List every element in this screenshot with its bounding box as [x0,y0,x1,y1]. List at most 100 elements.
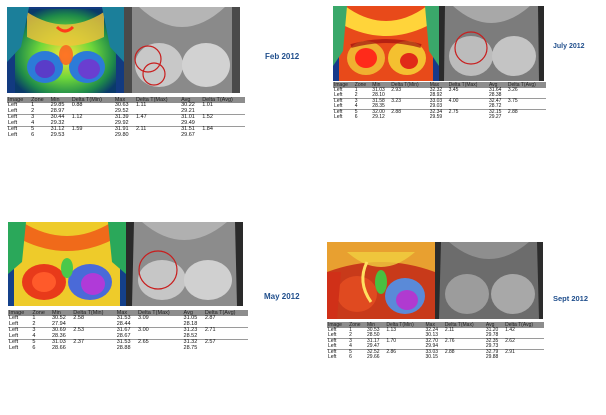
table-cell: 32.34 [429,109,443,115]
table-cell: 31.91 [114,126,129,132]
grayscale-image [124,7,240,93]
table-cell: 2.87 [204,315,216,321]
table-cell: 28.18 [182,321,204,328]
table-cell: 2.11 [444,327,455,333]
table-row: Left 6 28.66 28.88 28.75 [8,345,248,352]
thermal-image [327,242,435,319]
table-cell: 3 [349,338,352,344]
table-header-row: Image Zone Min Delta T(Min) Max Delta T(Max) A… [7,97,245,103]
table-cell: Left [328,338,337,344]
table-cell [385,344,425,350]
table-cell: 31.32 [183,339,198,345]
temperature-table: Image Zone Min Delta T(Min) Max Delta T(Max) A… [327,322,544,360]
table-cell [137,333,183,340]
table-cell: Left [8,126,18,132]
table-row: Left 6 29.12 29.59 29.27 [333,115,546,120]
table-cell: 29.78 [484,333,505,339]
table-cell: 2.88 [507,109,518,115]
table-row: Left 5 32.00 2.88 32.34 2.75 32.15 2.88 [333,110,546,116]
table-cell: 3.26 [507,87,518,93]
column-header: Delta T(Min) [70,97,114,103]
table-cell: 2.88 [444,349,455,355]
table-cell: 28.10 [371,93,391,99]
column-header: Delta T(Max) [134,97,181,103]
table-cell: 1.84 [202,126,213,132]
table-cell: 29.88 [485,354,499,360]
table-row: Left 3 31.58 3.23 33.03 4.00 32.47 3.75 [333,99,546,105]
table-cell [134,120,181,127]
table-row: Left 3 31.17 1.70 32.70 2.76 32.35 2.62 [327,339,544,345]
table-cell: Left [8,102,18,108]
table-cell: 29.27 [488,114,502,120]
table-cell [504,333,544,339]
table-cell: Left [9,339,19,345]
table-cell [72,346,115,352]
table-cell: Left [9,315,19,321]
table-cell: 31.51 [181,126,195,132]
table-cell: 2.91 [505,349,515,355]
table-cell: Left [9,327,19,333]
table-cell [444,355,485,360]
image-pair [333,6,544,81]
table-cell: Left [334,87,343,93]
table-cell: 3.23 [391,98,401,104]
image-pair [7,7,240,93]
table-cell: Left [328,349,337,355]
table-cell: 29.03 [428,104,448,110]
table-cell: 31.12 [50,126,65,132]
table-row: Left 1 31.03 2.93 32.32 3.45 31.64 3.26 [333,88,546,93]
table-cell: 29.80 [114,131,129,138]
table-row: Left 3 30.69 2.53 31.67 3.00 31.23 2.71 [8,327,248,334]
table-cell [448,115,488,120]
table-cell: 2.62 [505,338,515,344]
column-header: Delta T(Avg) [504,322,544,328]
table-row: Left 2 28.50 30.13 29.78 [327,333,544,339]
table-cell [203,321,248,328]
table-cell: 4 [353,104,372,110]
table-cell: 29.49 [180,120,202,127]
table-cell: 1 [349,327,352,333]
table-row: Left 4 29.47 29.94 29.73 [327,344,544,350]
table-cell: Left [8,321,32,328]
table-row: Left 6 29.66 30.15 29.88 [327,355,544,360]
table-cell: Left [7,120,31,127]
table-cell: 30.22 [181,102,195,108]
table-cell: 31.39 [114,114,129,120]
table-cell [390,93,429,99]
table-cell: Left [8,114,18,120]
table-cell [390,104,429,110]
table-header-row: Image Zone Min Delta T(Min) Max Delta T(Max) A… [333,82,546,88]
table-row: Left 2 28.97 29.52 29.21 [7,108,245,115]
table-cell: 29.21 [180,108,202,115]
table-cell: 31.03 [372,87,385,93]
table-row: Left 4 28.35 29.03 28.72 [333,104,546,110]
table-cell: 29.73 [484,344,505,350]
table-cell: 31.20 [485,327,499,333]
table-cell: 5 [31,126,35,132]
table-cell: 31.53 [116,315,131,321]
table-cell [506,93,546,99]
table-row: Left 5 32.52 2.86 33.03 2.88 32.79 2.91 [327,350,544,356]
column-header: Avg [487,82,507,88]
table-cell: 31.58 [372,98,385,104]
table-cell [447,93,488,99]
image-pair [8,222,243,306]
table-cell: 29.52 [113,108,135,115]
table-cell: Left [334,114,343,120]
table-cell: 27.94 [51,321,73,328]
table-cell: 32.52 [367,349,380,355]
table-cell [203,333,248,340]
table-cell: Left [8,333,32,340]
table-cell: 2 [348,333,367,339]
table-cell: 31.01 [181,114,195,120]
table-cell [201,120,245,127]
table-cell: 32.15 [488,109,502,115]
column-header: Image [8,310,32,316]
report-date: Sept 2012 [553,294,589,303]
table-cell: 1.11 [135,102,147,108]
table-cell: 0.88 [71,102,83,108]
grayscale-image [439,6,544,81]
table-cell: Left [334,98,343,104]
column-header: Zone [348,322,367,328]
table-cell: 5 [349,349,352,355]
